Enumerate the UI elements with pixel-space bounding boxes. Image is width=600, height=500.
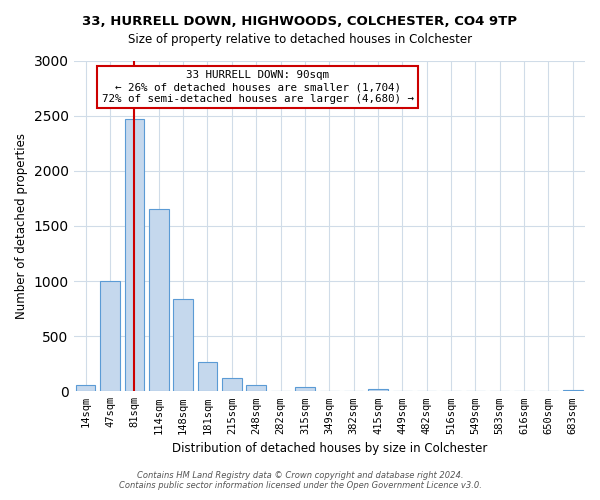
Text: Contains HM Land Registry data © Crown copyright and database right 2024.
Contai: Contains HM Land Registry data © Crown c…	[119, 470, 481, 490]
Bar	[295, 387, 314, 392]
Text: 33, HURRELL DOWN, HIGHWOODS, COLCHESTER, CO4 9TP: 33, HURRELL DOWN, HIGHWOODS, COLCHESTER,…	[83, 15, 517, 28]
Bar	[247, 385, 266, 392]
Bar	[100, 281, 120, 392]
Bar	[368, 389, 388, 392]
X-axis label: Distribution of detached houses by size in Colchester: Distribution of detached houses by size …	[172, 442, 487, 455]
Bar	[173, 298, 193, 392]
Text: 33 HURRELL DOWN: 90sqm
← 26% of detached houses are smaller (1,704)
72% of semi-: 33 HURRELL DOWN: 90sqm ← 26% of detached…	[101, 70, 413, 104]
Bar	[563, 390, 583, 392]
Bar	[125, 119, 144, 392]
Bar	[198, 362, 217, 392]
Y-axis label: Number of detached properties: Number of detached properties	[15, 133, 28, 319]
Bar	[76, 385, 95, 392]
Text: Size of property relative to detached houses in Colchester: Size of property relative to detached ho…	[128, 32, 472, 46]
Bar	[149, 210, 169, 392]
Bar	[222, 378, 242, 392]
